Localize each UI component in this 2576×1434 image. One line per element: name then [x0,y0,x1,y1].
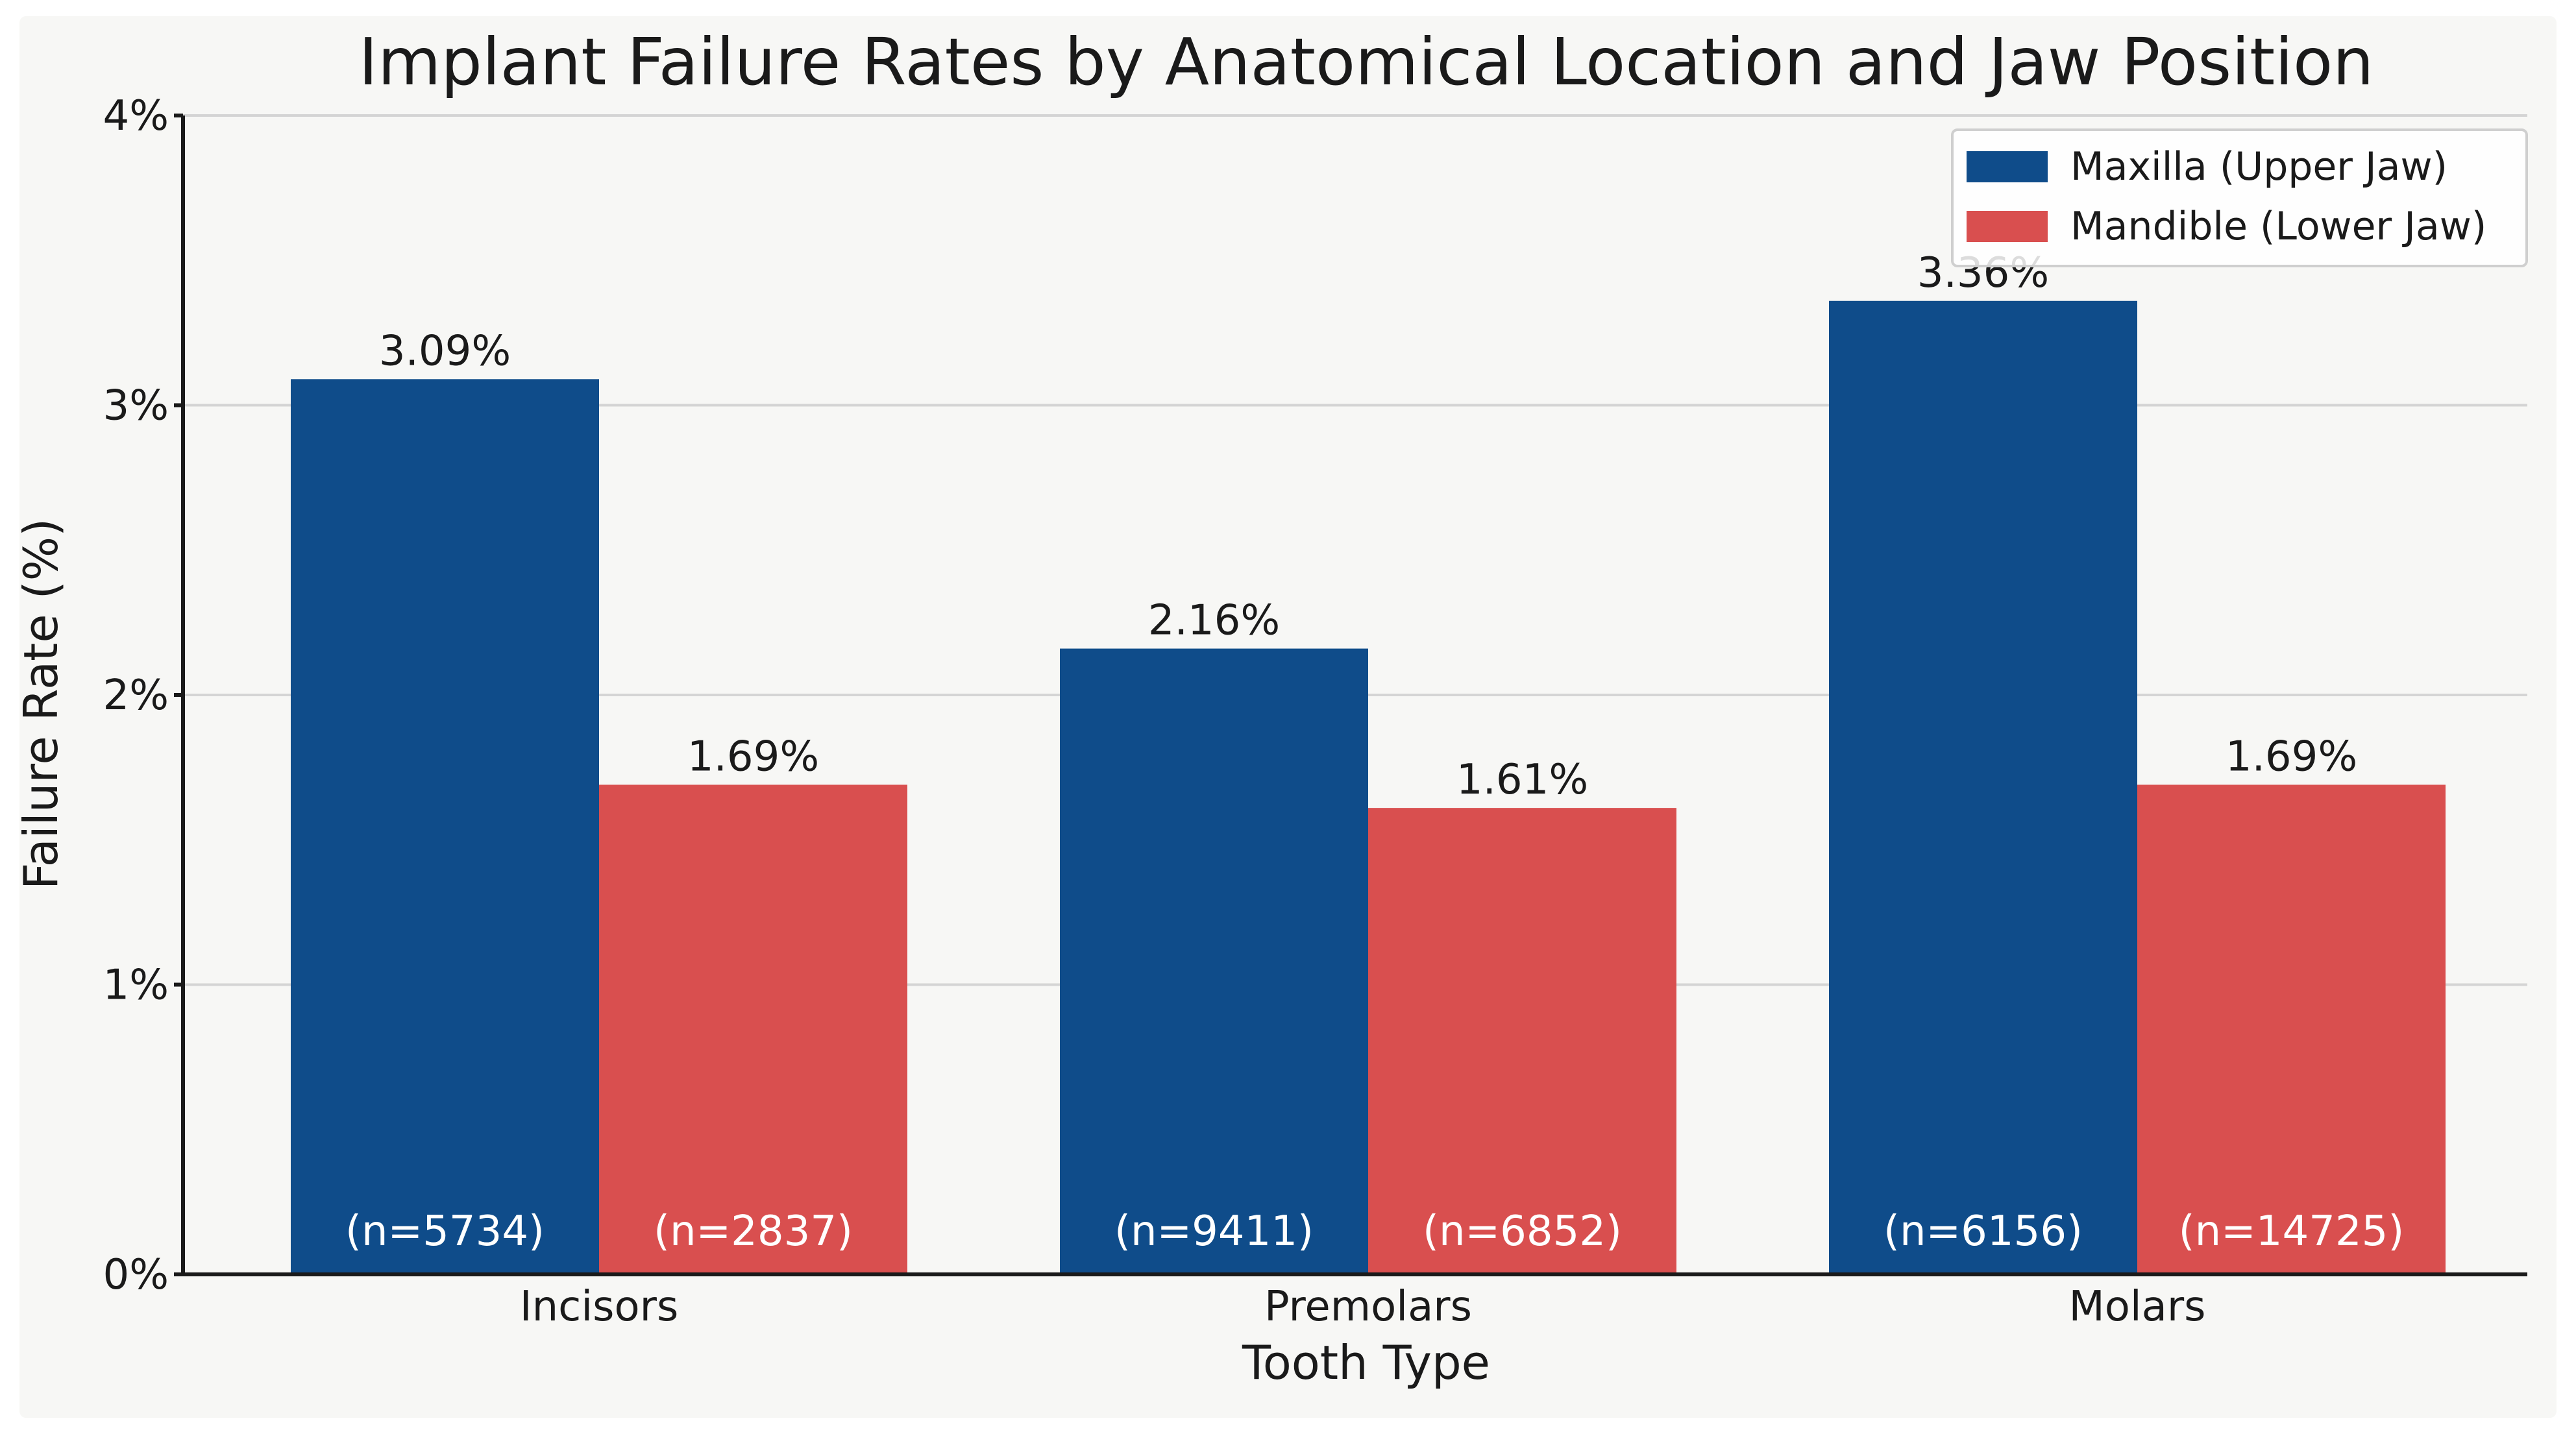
y-tick-label-3: 3% [103,382,169,430]
value-label-incisors-mandible: 1.69% [687,733,819,781]
n-label-molars-maxilla: (n=6156) [1883,1208,2083,1256]
y-tick-label-4: 4% [103,92,169,140]
bar-chart: Implant Failure Rates by Anatomical Loca… [19,24,2528,1390]
bars [291,300,2446,1275]
bar-incisors-maxilla [291,379,599,1275]
y-tick-label-0: 0% [103,1251,169,1299]
value-label-premolars-mandible: 1.61% [1456,756,1588,804]
chart-title: Implant Failure Rates by Anatomical Loca… [358,24,2374,100]
bar-labels: 3.09% (n=5734) 1.69% (n=2837) 2.16% (n=9411) 1… [345,249,2404,1256]
x-tick-label-molars: Molars [2068,1283,2205,1331]
chart-container: Implant Failure Rates by Anatomical Loca… [19,16,2557,1418]
n-label-premolars-mandible: (n=6852) [1423,1208,1622,1256]
n-label-premolars-maxilla: (n=9411) [1114,1208,1314,1256]
y-tick-label-1: 1% [103,962,169,1010]
bar-premolars-maxilla [1060,648,1368,1274]
bar-molars-mandible [2137,784,2446,1274]
bar-premolars-mandible [1368,808,1676,1274]
n-label-molars-mandible: (n=14725) [2179,1208,2405,1256]
legend-swatch-maxilla [1967,151,2048,182]
tick-labels: 0% 1% 2% 3% 4% Incisors Premolars Molars [103,92,2205,1331]
x-tick-label-incisors: Incisors [520,1283,679,1331]
n-label-incisors-mandible: (n=2837) [654,1208,853,1256]
bar-molars-maxilla [1829,300,2137,1274]
value-label-incisors-maxilla: 3.09% [379,327,511,375]
bar-incisors-mandible [599,784,907,1274]
legend: Maxilla (Upper Jaw) Mandible (Lower Jaw) [1951,128,2528,267]
n-label-incisors-maxilla: (n=5734) [345,1208,545,1256]
value-label-premolars-maxilla: 2.16% [1148,597,1280,645]
legend-label-mandible: Mandible (Lower Jaw) [2070,204,2486,249]
x-tick-label-premolars: Premolars [1264,1283,1472,1331]
y-tick-label-2: 2% [103,672,169,720]
x-axis-label: Tooth Type [1242,1335,1490,1390]
value-label-molars-mandible: 1.69% [2226,733,2357,781]
legend-swatch-mandible [1967,211,2048,242]
y-axis-label: Failure Rate (%) [19,518,68,890]
legend-label-maxilla: Maxilla (Upper Jaw) [2070,144,2447,189]
legend-box [1951,128,2528,267]
